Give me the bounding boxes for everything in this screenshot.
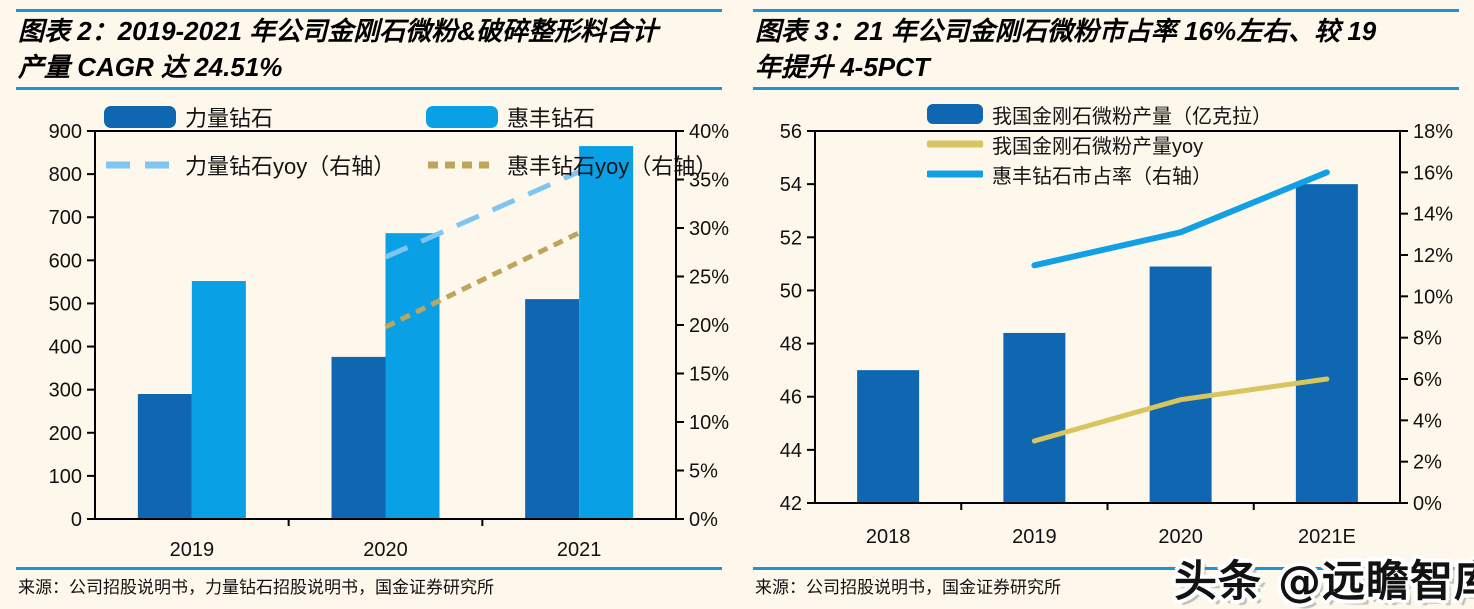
- line-series-1: [384, 230, 581, 330]
- svg-text:900: 900: [49, 121, 82, 143]
- header-rule-bottom: [16, 87, 722, 90]
- svg-text:18%: 18%: [1413, 121, 1453, 143]
- svg-text:20%: 20%: [689, 315, 729, 337]
- svg-text:50: 50: [780, 280, 802, 302]
- svg-text:0: 0: [71, 509, 82, 531]
- svg-text:52: 52: [780, 227, 802, 249]
- svg-text:15%: 15%: [689, 364, 729, 386]
- svg-text:300: 300: [49, 380, 82, 402]
- figure-3-title: 图表 3：21 年公司金刚石微粉市占率 16%左右、较 19 年提升 4-5PC…: [755, 13, 1459, 85]
- figure-2-title-line1: 图表 2：2019-2021 年公司金刚石微粉&破碎整形料合计: [18, 16, 659, 46]
- legend-label: 力量钻石yoy（右轴）: [185, 154, 396, 179]
- svg-text:2%: 2%: [1413, 452, 1442, 474]
- svg-text:40%: 40%: [689, 121, 729, 143]
- header-rule-top: [16, 9, 722, 12]
- svg-text:2019: 2019: [170, 539, 215, 561]
- axis-ticks-labels: 42 44 46 48 50 52 54 56 0% 2% 4% 6% 8% 10% 12% 14% 16% 18…: [780, 121, 1453, 548]
- svg-text:0%: 0%: [1413, 493, 1442, 515]
- svg-text:54: 54: [780, 174, 802, 196]
- legend-swatch-huifeng-yoy-dashed-line: [428, 161, 496, 169]
- figure-2-source: 来源：公司招股说明书，力量钻石招股说明书，国金证券研究所: [18, 578, 494, 597]
- legend-label: 惠丰钻石市占率（右轴）: [992, 165, 1212, 188]
- legend-label: 力量钻石: [185, 106, 274, 131]
- svg-text:8%: 8%: [1413, 328, 1442, 350]
- svg-text:600: 600: [49, 250, 82, 272]
- svg-text:42: 42: [780, 493, 802, 515]
- svg-text:10%: 10%: [689, 412, 729, 434]
- svg-text:16%: 16%: [1413, 162, 1453, 184]
- figure-3-title-line1: 图表 3：21 年公司金刚石微粉市占率 16%左右、较 19: [755, 16, 1377, 46]
- svg-text:500: 500: [49, 293, 82, 315]
- legend-label: 惠丰钻石yoy（右轴）: [507, 154, 718, 179]
- axis-ticks-labels: 0 100 200 300 400 500 600 700 800 900 0% 5% 10% 15% 20…: [49, 121, 730, 561]
- legend-item: 惠丰钻石: [426, 104, 717, 131]
- svg-text:700: 700: [49, 207, 82, 229]
- svg-text:0%: 0%: [689, 509, 718, 531]
- svg-text:2021: 2021: [557, 539, 602, 561]
- svg-text:25%: 25%: [689, 267, 729, 289]
- source-rule: [16, 567, 722, 570]
- svg-text:4%: 4%: [1413, 410, 1442, 432]
- plot-frame: [814, 130, 1401, 504]
- svg-text:2020: 2020: [363, 539, 408, 561]
- legend-swatch-huifeng-bar: [426, 106, 498, 128]
- figure-3-legend: 我国金刚石微粉产量（亿克拉） 我国金刚石微粉产量yoy 惠丰钻石市占率（右轴）: [927, 101, 1272, 188]
- bar-series-0: [137, 299, 580, 519]
- legend-label: 我国金刚石微粉产量（亿克拉）: [992, 105, 1272, 128]
- bar-series-0: [857, 184, 1358, 503]
- header-rule-top: [753, 9, 1459, 12]
- svg-text:6%: 6%: [1413, 369, 1442, 391]
- svg-text:2018: 2018: [866, 526, 911, 548]
- toutiao-yuanzhan-watermark: 头条 @远瞻智库: [1174, 557, 1474, 607]
- svg-text:56: 56: [780, 121, 802, 143]
- figure-3-source: 来源：公司招股说明书，国金证券研究所: [755, 578, 1061, 597]
- legend-swatch-liliang-bar: [104, 106, 176, 128]
- legend-swatch-liliang-yoy-dashed-line: [106, 161, 174, 169]
- legend-item: 力量钻石: [104, 104, 426, 131]
- plot-frame: [94, 130, 677, 520]
- legend-label: 我国金刚石微粉产量yoy: [992, 135, 1204, 158]
- svg-text:12%: 12%: [1413, 245, 1453, 267]
- svg-text:800: 800: [49, 164, 82, 186]
- figure-3-title-line2: 年提升 4-5PCT: [755, 52, 930, 82]
- svg-text:100: 100: [49, 466, 82, 488]
- svg-text:46: 46: [780, 387, 802, 409]
- legend-swatch-output-yoy-line: [927, 140, 983, 148]
- svg-text:30%: 30%: [689, 218, 729, 240]
- svg-text:2020: 2020: [1158, 526, 1203, 548]
- line-series-0: [1031, 376, 1330, 444]
- line-series-1: [1031, 169, 1330, 269]
- svg-text:44: 44: [780, 440, 802, 462]
- legend-item: 我国金刚石微粉产量yoy: [927, 131, 1272, 158]
- figure-2-title: 图表 2：2019-2021 年公司金刚石微粉&破碎整形料合计 产量 CAGR …: [18, 13, 722, 85]
- legend-item: 惠丰钻石市占率（右轴）: [927, 161, 1272, 188]
- legend-item: 力量钻石yoy（右轴）: [104, 152, 426, 179]
- svg-text:5%: 5%: [689, 461, 718, 483]
- legend-item: 我国金刚石微粉产量（亿克拉）: [927, 101, 1272, 128]
- figure-2-title-line2: 产量 CAGR 达 24.51%: [18, 52, 283, 82]
- svg-text:35%: 35%: [689, 170, 729, 192]
- svg-text:400: 400: [49, 337, 82, 359]
- svg-text:2019: 2019: [1012, 526, 1057, 548]
- figure-2-panel: 图表 2：2019-2021 年公司金刚石微粉&破碎整形料合计 产量 CAGR …: [0, 0, 737, 608]
- source-rule: [753, 567, 1459, 570]
- china-micron-powder-output-market-share-chart: 42 44 46 48 50 52 54 56 0% 2% 4% 6% 8% 10% 12% 14% 16% 18…: [780, 121, 1453, 548]
- legend-label: 惠丰钻石: [507, 106, 596, 131]
- svg-text:48: 48: [780, 334, 802, 356]
- bar-series-1: [191, 146, 634, 519]
- svg-text:10%: 10%: [1413, 286, 1453, 308]
- header-rule-bottom: [753, 87, 1459, 90]
- legend-swatch-output-bar: [927, 104, 983, 124]
- line-series-0: [384, 169, 581, 260]
- svg-text:2021E: 2021E: [1298, 526, 1356, 548]
- figure-2-legend: 力量钻石 惠丰钻石 力量钻石yoy（右轴） 惠丰钻石yoy（右轴）: [104, 104, 717, 179]
- svg-text:14%: 14%: [1413, 204, 1453, 226]
- legend-item: 惠丰钻石yoy（右轴）: [426, 152, 718, 179]
- figure-3-panel: 图表 3：21 年公司金刚石微粉市占率 16%左右、较 19 年提升 4-5PC…: [737, 0, 1474, 608]
- diamond-powder-production-grouped-bar-chart: 0 100 200 300 400 500 600 700 800 900 0% 5% 10% 15% 20…: [49, 121, 730, 561]
- legend-swatch-market-share-line: [927, 170, 983, 178]
- svg-text:200: 200: [49, 423, 82, 445]
